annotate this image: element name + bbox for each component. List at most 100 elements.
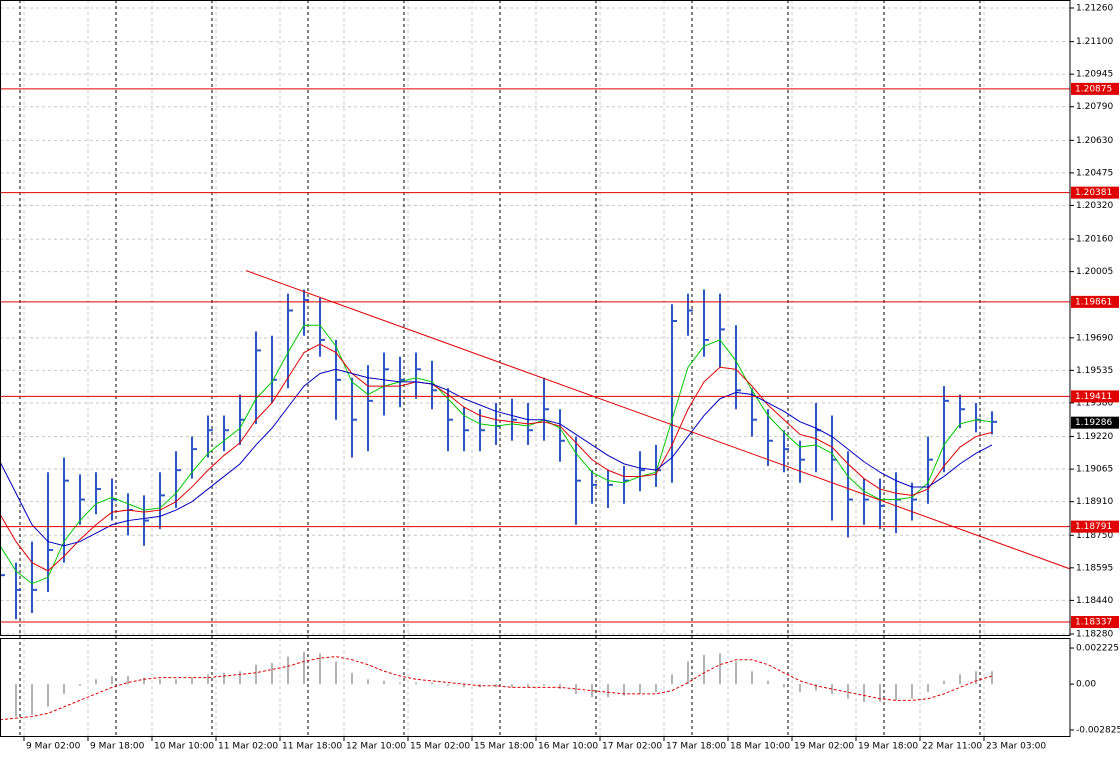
histogram-bar xyxy=(399,682,401,685)
histogram-bar xyxy=(975,671,977,685)
histogram-bar xyxy=(207,674,209,685)
histogram-bar xyxy=(239,671,241,685)
histogram-bar xyxy=(687,661,689,685)
x-tick-label: 15 Mar 18:00 xyxy=(474,742,534,752)
histogram-bar xyxy=(847,684,849,699)
x-tick-label: 17 Mar 02:00 xyxy=(602,742,662,752)
y-tick-label: 1.20320 xyxy=(1076,201,1113,211)
x-tick-label: 18 Mar 10:00 xyxy=(730,742,790,752)
level-label-bg xyxy=(1071,82,1119,95)
histogram-bar xyxy=(447,684,449,686)
histogram-bar xyxy=(495,684,497,688)
level-label-bg xyxy=(1071,390,1119,403)
histogram-bar xyxy=(47,684,49,707)
y-tick-label: 1.21100 xyxy=(1076,37,1113,47)
histogram-bar xyxy=(751,671,753,685)
y-tick-label: 1.18910 xyxy=(1076,497,1113,507)
y-tick-label: 1.20475 xyxy=(1076,168,1113,178)
histogram-bar xyxy=(319,653,321,685)
y-tick-label: 1.18595 xyxy=(1076,563,1113,573)
histogram-bar xyxy=(911,684,913,699)
y-tick-label: 1.19065 xyxy=(1076,465,1113,475)
y-tick-label: 1.18750 xyxy=(1076,531,1113,541)
histogram-bar xyxy=(335,661,337,685)
histogram-bar xyxy=(799,684,801,693)
x-tick-label: 22 Mar 11:00 xyxy=(922,742,982,752)
indicator-line xyxy=(0,324,993,585)
histogram-bar xyxy=(543,684,545,686)
histogram-bar xyxy=(367,679,369,685)
histogram-bar xyxy=(255,664,257,685)
histogram-bar xyxy=(767,680,769,685)
histogram-bar xyxy=(559,684,561,689)
level-label-bg xyxy=(1071,520,1119,533)
panel-frame xyxy=(0,0,1071,636)
histogram-bar xyxy=(527,684,529,688)
histogram-bar xyxy=(735,661,737,685)
histogram-bar xyxy=(383,680,385,685)
y-tick-label: 1.20630 xyxy=(1076,136,1113,146)
histogram-bar xyxy=(511,684,513,688)
x-tick-label: 19 Mar 02:00 xyxy=(794,742,854,752)
histogram-bar xyxy=(671,674,673,685)
histogram-bar xyxy=(591,684,593,698)
histogram-bar xyxy=(271,663,273,685)
level-label-bg xyxy=(1071,186,1119,199)
panel-frame xyxy=(0,638,1071,737)
x-tick-label: 9 Mar 02:00 xyxy=(26,742,81,752)
y-tick-label: 1.19535 xyxy=(1076,366,1113,376)
indicator-line xyxy=(0,343,993,572)
y-tick-label: 1.18280 xyxy=(1076,630,1113,640)
histogram-bar xyxy=(719,653,721,685)
y-tick-label: 0.002225 xyxy=(1076,644,1119,654)
x-tick-label: 23 Mar 03:00 xyxy=(986,742,1046,752)
level-label: 1.20381 xyxy=(1075,188,1112,198)
y-tick-label: -0.002825 xyxy=(1076,725,1120,735)
level-label-bg xyxy=(1071,616,1119,629)
histogram-bar xyxy=(815,684,817,691)
histogram-bar xyxy=(431,682,433,685)
histogram-bar xyxy=(639,684,641,694)
y-tick-label: 1.19690 xyxy=(1076,333,1113,343)
histogram-bar xyxy=(655,684,657,693)
histogram-bar xyxy=(943,680,945,685)
histogram-bar xyxy=(927,684,929,693)
histogram-bar xyxy=(463,684,465,688)
histogram-bar xyxy=(863,684,865,702)
histogram-bar xyxy=(351,672,353,685)
x-tick-label: 10 Mar 10:00 xyxy=(154,742,214,752)
panel: 0.002225 0.00 -0.002825 xyxy=(0,638,1120,737)
y-tick-label: 1.20790 xyxy=(1076,102,1113,112)
x-tick-label: 15 Mar 02:00 xyxy=(410,742,470,752)
histogram-bar xyxy=(415,682,417,685)
y-tick-label: 1.20005 xyxy=(1076,267,1113,277)
x-tick-label: 17 Mar 18:00 xyxy=(666,742,726,752)
x-tick-label: 12 Mar 10:00 xyxy=(346,742,406,752)
last-price-bg xyxy=(1071,416,1119,429)
histogram-bar xyxy=(143,677,145,685)
y-tick-label: 1.20160 xyxy=(1076,235,1113,245)
y-tick-label: 1.19220 xyxy=(1076,432,1113,442)
y-tick-label: 1.20945 xyxy=(1076,70,1113,80)
level-label: 1.19861 xyxy=(1075,297,1112,307)
x-tick-label: 19 Mar 18:00 xyxy=(858,742,918,752)
histogram-bar xyxy=(159,679,161,685)
histogram-bar xyxy=(895,684,897,701)
y-tick-label: 1.19380 xyxy=(1076,398,1113,408)
histogram-bar xyxy=(127,676,129,685)
histogram-bar xyxy=(783,684,785,688)
histogram-bar xyxy=(287,656,289,685)
histogram-bar xyxy=(575,684,577,694)
y-tick-label: 0.00 xyxy=(1076,680,1096,690)
histogram-bar xyxy=(111,676,113,685)
trendline xyxy=(245,270,1071,570)
indicator-line xyxy=(0,368,993,547)
histogram-bar xyxy=(95,679,97,685)
histogram-bar xyxy=(879,684,881,702)
histogram-bar xyxy=(959,674,961,685)
